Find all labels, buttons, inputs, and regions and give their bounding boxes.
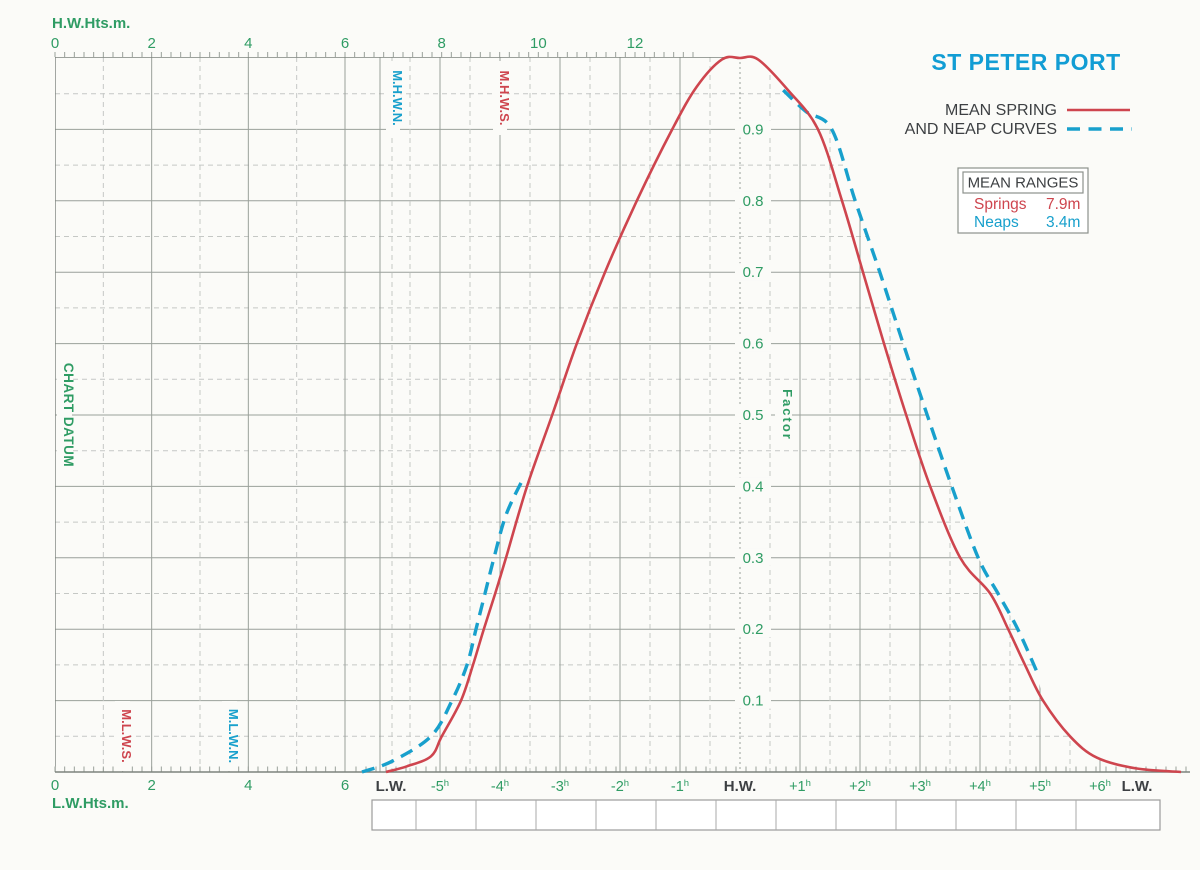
factor-tick-label: 0.8 <box>743 193 764 210</box>
lw-height-tick-label: 0 <box>51 777 59 794</box>
annotation-gap <box>222 701 237 771</box>
chart-title: ST PETER PORT <box>931 49 1120 75</box>
annotation-gap <box>493 61 507 135</box>
lw-height-tick-label: 2 <box>147 777 155 794</box>
lw-hw-time-label: L.W. <box>1122 778 1153 795</box>
chart-datum-label: CHART DATUM <box>61 363 76 467</box>
mean-ranges-springs-label: Springs <box>974 196 1027 213</box>
legend-line1: MEAN SPRING <box>945 102 1057 119</box>
factor-label-gap <box>735 120 771 138</box>
hour-offset-label: -3h <box>551 778 569 795</box>
lw-hw-time-label: H.W. <box>724 778 757 795</box>
hw-height-tick-label: 6 <box>341 35 349 52</box>
spring-curve <box>385 55 1182 774</box>
neap-curve-falling <box>782 88 1039 673</box>
factor-label-gap <box>735 620 771 638</box>
hw-height-tick-label: 10 <box>530 35 547 52</box>
factor-label-gap <box>735 477 771 495</box>
annotation-gap <box>386 61 400 135</box>
mean-ranges-neaps-label: Neaps <box>974 214 1019 231</box>
hour-offset-label: +4h <box>969 778 991 795</box>
hw-height-tick-label: 12 <box>627 35 644 52</box>
factor-tick-label: 0.1 <box>743 693 764 710</box>
mean-ranges-header: MEAN RANGES <box>968 175 1079 192</box>
hw-height-tick-label: 4 <box>244 35 252 52</box>
mlws-label: M.L.W.S. <box>119 709 134 762</box>
annotation-gap <box>115 701 130 771</box>
lw-heights-scale-title: L.W.Hts.m. <box>52 795 129 812</box>
lw-heights-scale-labels: 0 2 4 6 <box>51 777 349 794</box>
hw-height-tick-label: 2 <box>147 35 155 52</box>
hw-heights-scale-labels: 0 2 4 6 8 10 12 <box>51 35 644 52</box>
factor-tick-label: 0.6 <box>743 336 764 353</box>
factor-tick-label: 0.5 <box>743 407 764 424</box>
hw-height-tick-label: 8 <box>437 35 445 52</box>
worksheet-table <box>371 799 1161 831</box>
factor-tick-label: 0.9 <box>743 121 764 138</box>
label-backgrounds <box>57 61 792 771</box>
lw-hw-time-label: L.W. <box>376 778 407 795</box>
hour-offset-label: +3h <box>909 778 931 795</box>
factor-label-gap <box>735 548 771 566</box>
hour-offset-label: +5h <box>1029 778 1051 795</box>
hour-offset-label: -5h <box>431 778 449 795</box>
hour-offset-label: -2h <box>611 778 629 795</box>
worksheet-table-frame <box>371 799 1161 831</box>
factor-label-gap <box>735 263 771 281</box>
hw-heights-scale-title: H.W.Hts.m. <box>52 15 130 32</box>
legend-line2: AND NEAP CURVES <box>905 121 1057 138</box>
lw-height-tick-label: 6 <box>341 777 349 794</box>
tidal-curves <box>361 55 1182 774</box>
annotation-gap <box>57 352 72 479</box>
chart-grid <box>55 57 1190 772</box>
mlwn-label: M.L.W.N. <box>226 709 241 763</box>
hour-offset-label: +2h <box>849 778 871 795</box>
mhws-label: M.H.W.S. <box>497 71 512 126</box>
time-axis-labels: L.W. -5h -4h -3h -2h -1h H.W. +1h +2h +3h +4h +5h +6… <box>376 778 1153 795</box>
factor-axis-title: Factor <box>780 389 795 441</box>
annotation-gap <box>775 384 792 448</box>
hw-height-tick-label: 0 <box>51 35 59 52</box>
mean-ranges-box: MEAN RANGES Springs 7.9m Neaps 3.4m <box>957 167 1089 234</box>
factor-tick-label: 0.2 <box>743 621 764 638</box>
hour-offset-label: +1h <box>789 778 811 795</box>
factor-tick-label: 0.3 <box>743 550 764 567</box>
factor-tick-label: 0.4 <box>743 478 764 495</box>
factor-label-gap <box>735 334 771 352</box>
mean-ranges-springs-value: 7.9m <box>1046 196 1080 213</box>
mhwn-label: M.H.W.N. <box>390 70 405 126</box>
factor-label-gap <box>735 191 771 209</box>
neap-curve-rising <box>361 478 525 774</box>
hour-offset-label: -4h <box>491 778 509 795</box>
factor-label-gap <box>735 691 771 709</box>
hour-offset-label: +6h <box>1089 778 1111 795</box>
factor-label-gap <box>735 406 771 423</box>
hour-offset-label: -1h <box>671 778 689 795</box>
mean-ranges-neaps-value: 3.4m <box>1046 214 1080 231</box>
lw-height-tick-label: 4 <box>244 777 252 794</box>
factor-tick-label: 0.7 <box>743 264 764 281</box>
factor-tick-labels: 0.9 0.8 0.7 0.6 0.5 0.4 0.3 0.2 0.1 <box>735 120 771 710</box>
